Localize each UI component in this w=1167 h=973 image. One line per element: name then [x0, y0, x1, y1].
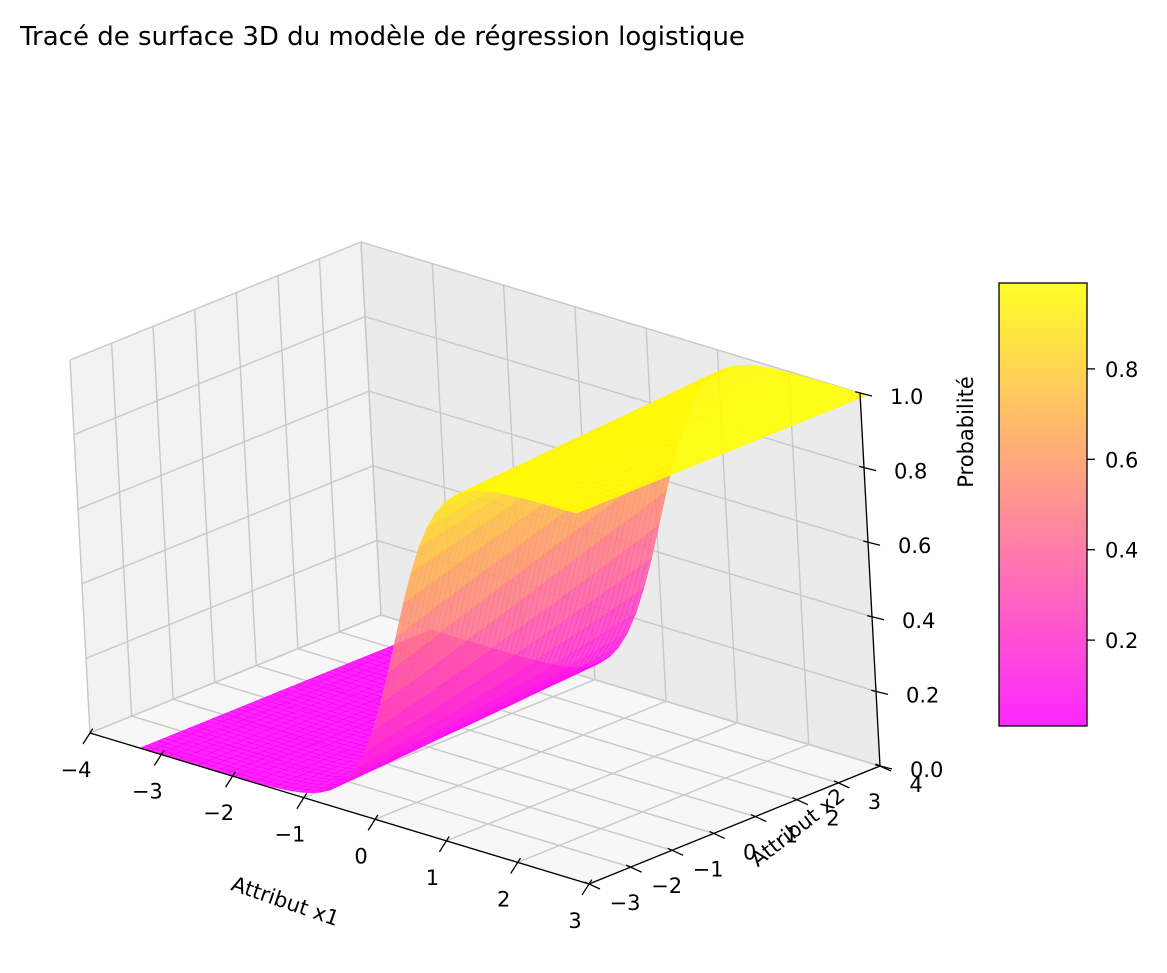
- z-tick-label: 1.0: [890, 385, 923, 409]
- x-tick-mark: [438, 836, 450, 853]
- y-tick-label: −2: [651, 874, 682, 898]
- y-tick-mark: [625, 864, 642, 873]
- z-axis-label: Probabilité: [954, 376, 978, 488]
- z-tick-mark: [875, 764, 893, 770]
- y-tick-label: 1: [785, 824, 798, 848]
- z-tick-mark: [863, 540, 881, 546]
- x-axis-line: [89, 732, 590, 885]
- x-tick-mark: [581, 879, 593, 896]
- x-tick-mark: [296, 792, 308, 810]
- z-tick-label: 0.4: [902, 609, 935, 633]
- y-tick-label: 0: [743, 840, 756, 864]
- x-tick-label: 2: [497, 887, 510, 911]
- colorbar-tick-label: 0.8: [1105, 358, 1138, 382]
- surface-facet: [565, 507, 584, 514]
- floor-pane: [90, 615, 880, 884]
- x-tick-label: −4: [61, 758, 92, 782]
- y-tick-label: −1: [693, 857, 724, 881]
- y-tick-mark: [709, 830, 725, 840]
- y-tick-mark: [667, 847, 684, 856]
- z-tick-mark: [867, 614, 885, 621]
- x-tick-label: 3: [568, 909, 581, 933]
- z-tick-label: 0.2: [906, 683, 939, 707]
- z-tick-label: 0.0: [910, 758, 943, 782]
- grid-line-z: [81, 465, 873, 618]
- y-tick-mark: [750, 813, 767, 823]
- x-tick-label: 0: [354, 844, 367, 868]
- left-pane: [70, 242, 381, 733]
- y-tick-mark: [833, 780, 850, 789]
- z-axis-line: [859, 392, 881, 767]
- colorbar-tick-label: 0.2: [1105, 629, 1138, 653]
- z-tick-mark: [871, 689, 889, 696]
- surface-plot: [139, 364, 868, 794]
- grid-line-z: [85, 539, 877, 693]
- y-tick-label: −3: [610, 891, 641, 915]
- colorbar-ticks: 0.2 0.4 0.6 0.8: [1087, 358, 1138, 653]
- x-axis-label: Attribut x1: [228, 872, 342, 931]
- z-tick-label: 0.8: [894, 460, 927, 484]
- x-tick-label: 1: [426, 866, 439, 890]
- x-tick-mark: [510, 857, 522, 874]
- z-tick-label: 0.6: [898, 534, 931, 558]
- x-tick-label: −3: [132, 780, 163, 804]
- y-tick-label: 4: [909, 773, 922, 797]
- axis-ticks: −4 −3 −2 −1 0 1 2 3 −3 −2 −1 0 1 2 3 40.0 0.2 0.4 0.6 0.8 1.…: [61, 385, 944, 933]
- x-tick-label: −2: [203, 801, 234, 825]
- colorbar: [998, 282, 1088, 727]
- z-tick-mark: [855, 391, 873, 397]
- y-axis-line: [588, 765, 881, 885]
- colorbar-tick-label: 0.6: [1105, 448, 1138, 472]
- x-tick-mark: [367, 814, 379, 831]
- y-tick-mark: [792, 797, 809, 806]
- grid-line-z: [89, 614, 881, 767]
- grid-line-z: [77, 390, 869, 543]
- x-tick-mark: [82, 728, 94, 745]
- x-tick-label: −1: [274, 823, 305, 847]
- chart-title: Tracé de surface 3D du modèle de régress…: [19, 22, 745, 52]
- z-tick-mark: [859, 465, 877, 472]
- y-tick-label: 2: [826, 807, 839, 831]
- x-tick-mark: [153, 749, 165, 766]
- x-tick-mark: [225, 771, 236, 788]
- y-tick-mark: [584, 881, 601, 890]
- y-tick-label: 3: [868, 790, 881, 814]
- grid-line-z: [69, 241, 861, 394]
- colorbar-tick-label: 0.4: [1105, 539, 1138, 563]
